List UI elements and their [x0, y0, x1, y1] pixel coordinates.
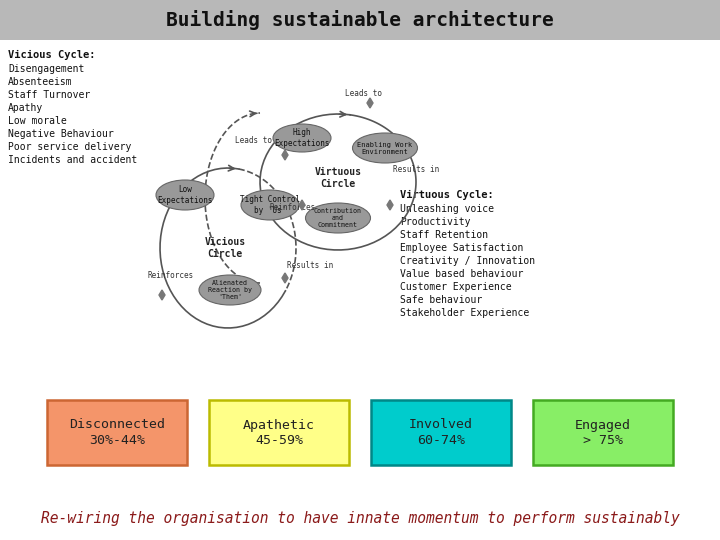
Text: Engaged
> 75%: Engaged > 75%	[575, 418, 631, 447]
Text: Vicious
Circle: Vicious Circle	[204, 237, 246, 259]
Text: High
Expectations: High Expectations	[274, 129, 330, 148]
Text: Enabling Work
Environment: Enabling Work Environment	[357, 141, 413, 154]
Text: Leads to: Leads to	[235, 136, 272, 145]
Text: Virtuous Cycle:: Virtuous Cycle:	[400, 190, 494, 200]
Text: Reinforces: Reinforces	[270, 203, 316, 212]
Text: Vicious Cycle:: Vicious Cycle:	[8, 50, 96, 60]
Text: Staff Turnover: Staff Turnover	[8, 90, 90, 100]
Polygon shape	[299, 200, 305, 210]
Text: Poor service delivery: Poor service delivery	[8, 142, 131, 152]
Text: Creativity / Innovation: Creativity / Innovation	[400, 256, 535, 266]
Text: Results in: Results in	[393, 165, 439, 174]
Text: Negative Behaviour: Negative Behaviour	[8, 129, 114, 139]
Text: Reinforces: Reinforces	[148, 271, 194, 280]
Polygon shape	[387, 200, 393, 210]
Ellipse shape	[353, 133, 418, 163]
Text: Apathetic
45-59%: Apathetic 45-59%	[243, 418, 315, 447]
Polygon shape	[159, 290, 165, 300]
Ellipse shape	[273, 124, 331, 152]
FancyBboxPatch shape	[47, 400, 187, 465]
Text: Stakeholder Experience: Stakeholder Experience	[400, 308, 529, 318]
Text: Results in: Results in	[287, 261, 333, 270]
Text: Disengagement: Disengagement	[8, 64, 84, 74]
Text: Absenteeism: Absenteeism	[8, 77, 73, 87]
Text: Building sustainable architecture: Building sustainable architecture	[166, 10, 554, 30]
Ellipse shape	[199, 275, 261, 305]
Text: Apathy: Apathy	[8, 103, 43, 113]
Text: Safe behaviour: Safe behaviour	[400, 295, 482, 305]
Text: Unleashing voice: Unleashing voice	[400, 204, 494, 214]
FancyBboxPatch shape	[209, 400, 349, 465]
Text: Low morale: Low morale	[8, 116, 67, 126]
Polygon shape	[367, 98, 373, 108]
FancyBboxPatch shape	[533, 400, 673, 465]
Text: Low
Expectations: Low Expectations	[157, 185, 212, 205]
Text: Contribution
and
Commitment: Contribution and Commitment	[314, 208, 362, 228]
Text: Virtuous
Circle: Virtuous Circle	[315, 167, 361, 189]
Bar	[0, 0, 720, 40]
Text: Staff Retention: Staff Retention	[400, 230, 488, 240]
Text: Employee Satisfaction: Employee Satisfaction	[400, 243, 523, 253]
Text: Alienated
Reaction by
'Them': Alienated Reaction by 'Them'	[208, 280, 252, 300]
Text: Customer Experience: Customer Experience	[400, 282, 512, 292]
Polygon shape	[282, 150, 288, 160]
FancyBboxPatch shape	[371, 400, 511, 465]
Text: Tight Control
by 'Us': Tight Control by 'Us'	[240, 195, 300, 215]
Polygon shape	[282, 273, 288, 283]
Text: Involved
60-74%: Involved 60-74%	[409, 418, 473, 447]
Text: Incidents and accident: Incidents and accident	[8, 155, 138, 165]
Ellipse shape	[241, 190, 299, 220]
Text: Re-wiring the organisation to have innate momentum to perform sustainably: Re-wiring the organisation to have innat…	[40, 510, 680, 525]
Text: Disconnected
30%-44%: Disconnected 30%-44%	[69, 418, 165, 447]
Text: Productivity: Productivity	[400, 217, 470, 227]
Ellipse shape	[156, 180, 214, 210]
Ellipse shape	[305, 203, 371, 233]
Text: Value based behaviour: Value based behaviour	[400, 269, 523, 279]
Text: Leads to: Leads to	[345, 89, 382, 98]
